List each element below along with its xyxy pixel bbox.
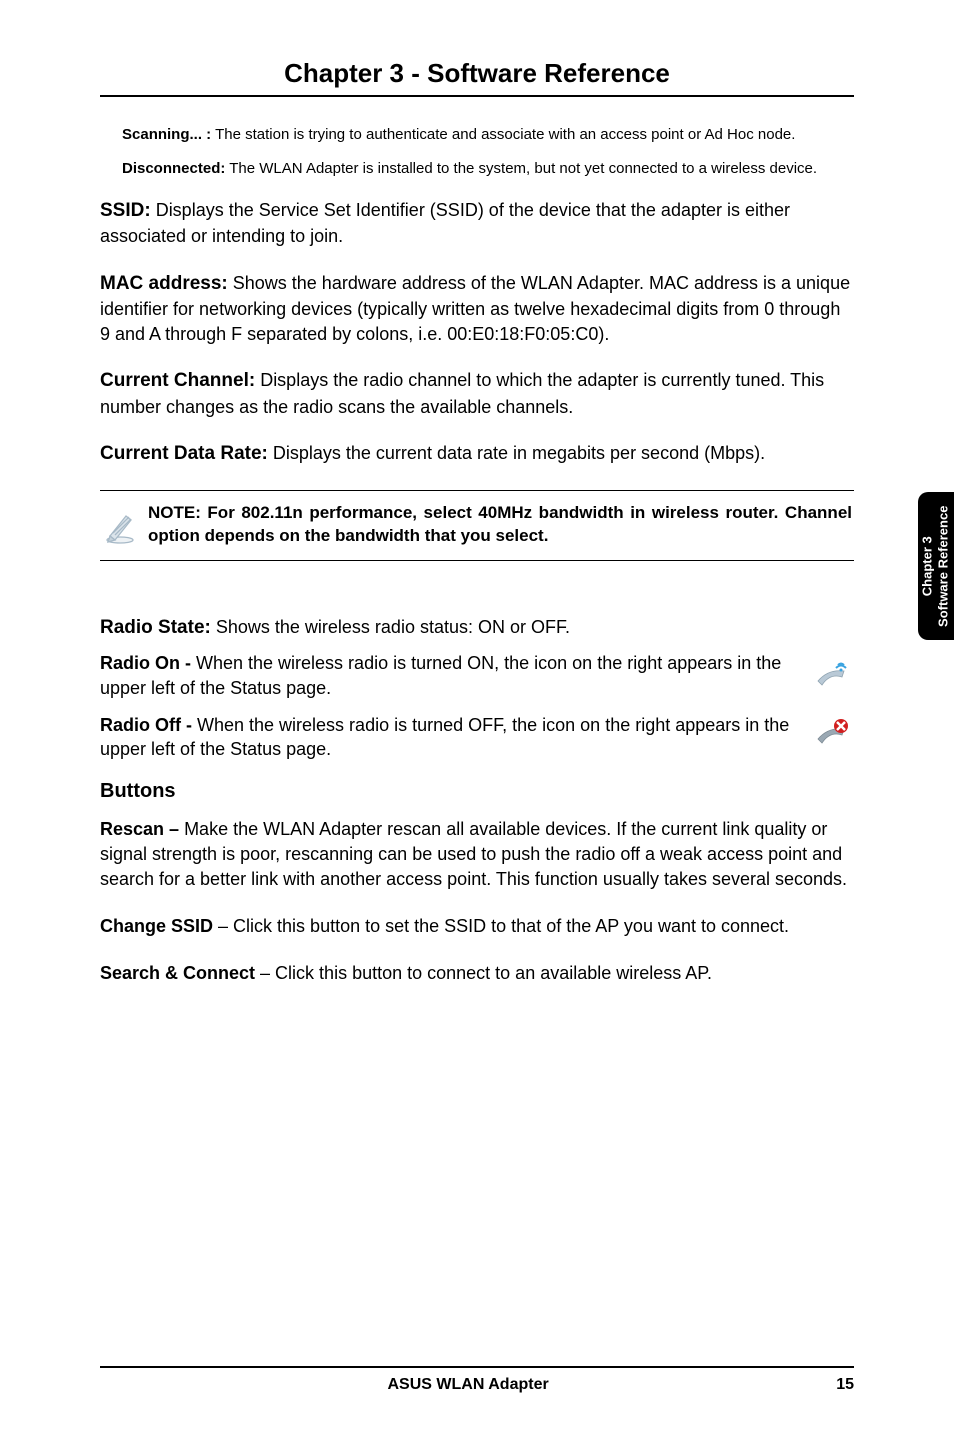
search-connect-para: Search & Connect – Click this button to … (100, 961, 854, 986)
side-tab-line1: Chapter 3 (920, 536, 935, 596)
radio-off-row: Radio Off - When the wireless radio is t… (100, 713, 854, 763)
footer: ASUS WLAN Adapter 15 (100, 1366, 854, 1394)
search-connect-body: – Click this button to connect to an ava… (255, 963, 712, 983)
radio-on-row: Radio On - When the wireless radio is tu… (100, 651, 854, 701)
search-connect-lead: Search & Connect (100, 963, 255, 983)
chapter-title: Chapter 3 - Software Reference (100, 58, 854, 89)
change-ssid-body: – Click this button to set the SSID to t… (213, 916, 789, 936)
radio-on-icon (814, 651, 854, 694)
radio-off-icon (814, 713, 854, 756)
side-tab-line2: Software Reference (936, 505, 951, 626)
note-block: NOTE: For 802.11n performance, select 40… (100, 490, 854, 561)
footer-center: ASUS WLAN Adapter (388, 1376, 549, 1394)
mac-lead: MAC address: (100, 273, 228, 294)
radio-state-body: Shows the wireless radio status: ON or O… (211, 617, 570, 637)
buttons-heading: Buttons (100, 780, 854, 803)
radio-state-para: Radio State: Shows the wireless radio st… (100, 615, 854, 641)
pencil-icon (102, 501, 148, 550)
ssid-para: SSID: Displays the Service Set Identifie… (100, 198, 854, 249)
channel-lead: Current Channel: (100, 370, 255, 391)
radio-on-lead: Radio On - (100, 653, 191, 673)
ssid-body: Displays the Service Set Identifier (SSI… (100, 200, 790, 246)
rescan-lead: Rescan – (100, 819, 179, 839)
scanning-item: Scanning... : The station is trying to a… (122, 125, 850, 145)
disconnected-item: Disconnected: The WLAN Adapter is instal… (122, 159, 850, 179)
radio-off-lead: Radio Off - (100, 715, 192, 735)
disconnected-body: The WLAN Adapter is installed to the sys… (225, 160, 817, 177)
rate-lead: Current Data Rate: (100, 443, 268, 464)
disconnected-lead: Disconnected: (122, 160, 225, 177)
change-ssid-lead: Change SSID (100, 916, 213, 936)
mac-para: MAC address: Shows the hardware address … (100, 271, 854, 347)
side-tab: Chapter 3 Software Reference (918, 492, 954, 640)
footer-page: 15 (836, 1376, 854, 1394)
ssid-lead: SSID: (100, 200, 151, 221)
rescan-body: Make the WLAN Adapter rescan all availab… (100, 819, 847, 889)
change-ssid-para: Change SSID – Click this button to set t… (100, 914, 854, 939)
channel-para: Current Channel: Displays the radio chan… (100, 368, 854, 419)
scanning-body: The station is trying to authenticate an… (211, 126, 795, 143)
footer-rule (100, 1366, 854, 1368)
note-text: NOTE: For 802.11n performance, select 40… (148, 501, 852, 549)
header-rule (100, 95, 854, 97)
radio-off-body: When the wireless radio is turned OFF, t… (100, 715, 789, 760)
radio-on-body: When the wireless radio is turned ON, th… (100, 653, 781, 698)
rescan-para: Rescan – Make the WLAN Adapter rescan al… (100, 817, 854, 891)
rate-para: Current Data Rate: Displays the current … (100, 441, 854, 467)
radio-state-lead: Radio State: (100, 617, 211, 638)
scanning-lead: Scanning... : (122, 126, 211, 143)
rate-body: Displays the current data rate in megabi… (268, 443, 765, 463)
